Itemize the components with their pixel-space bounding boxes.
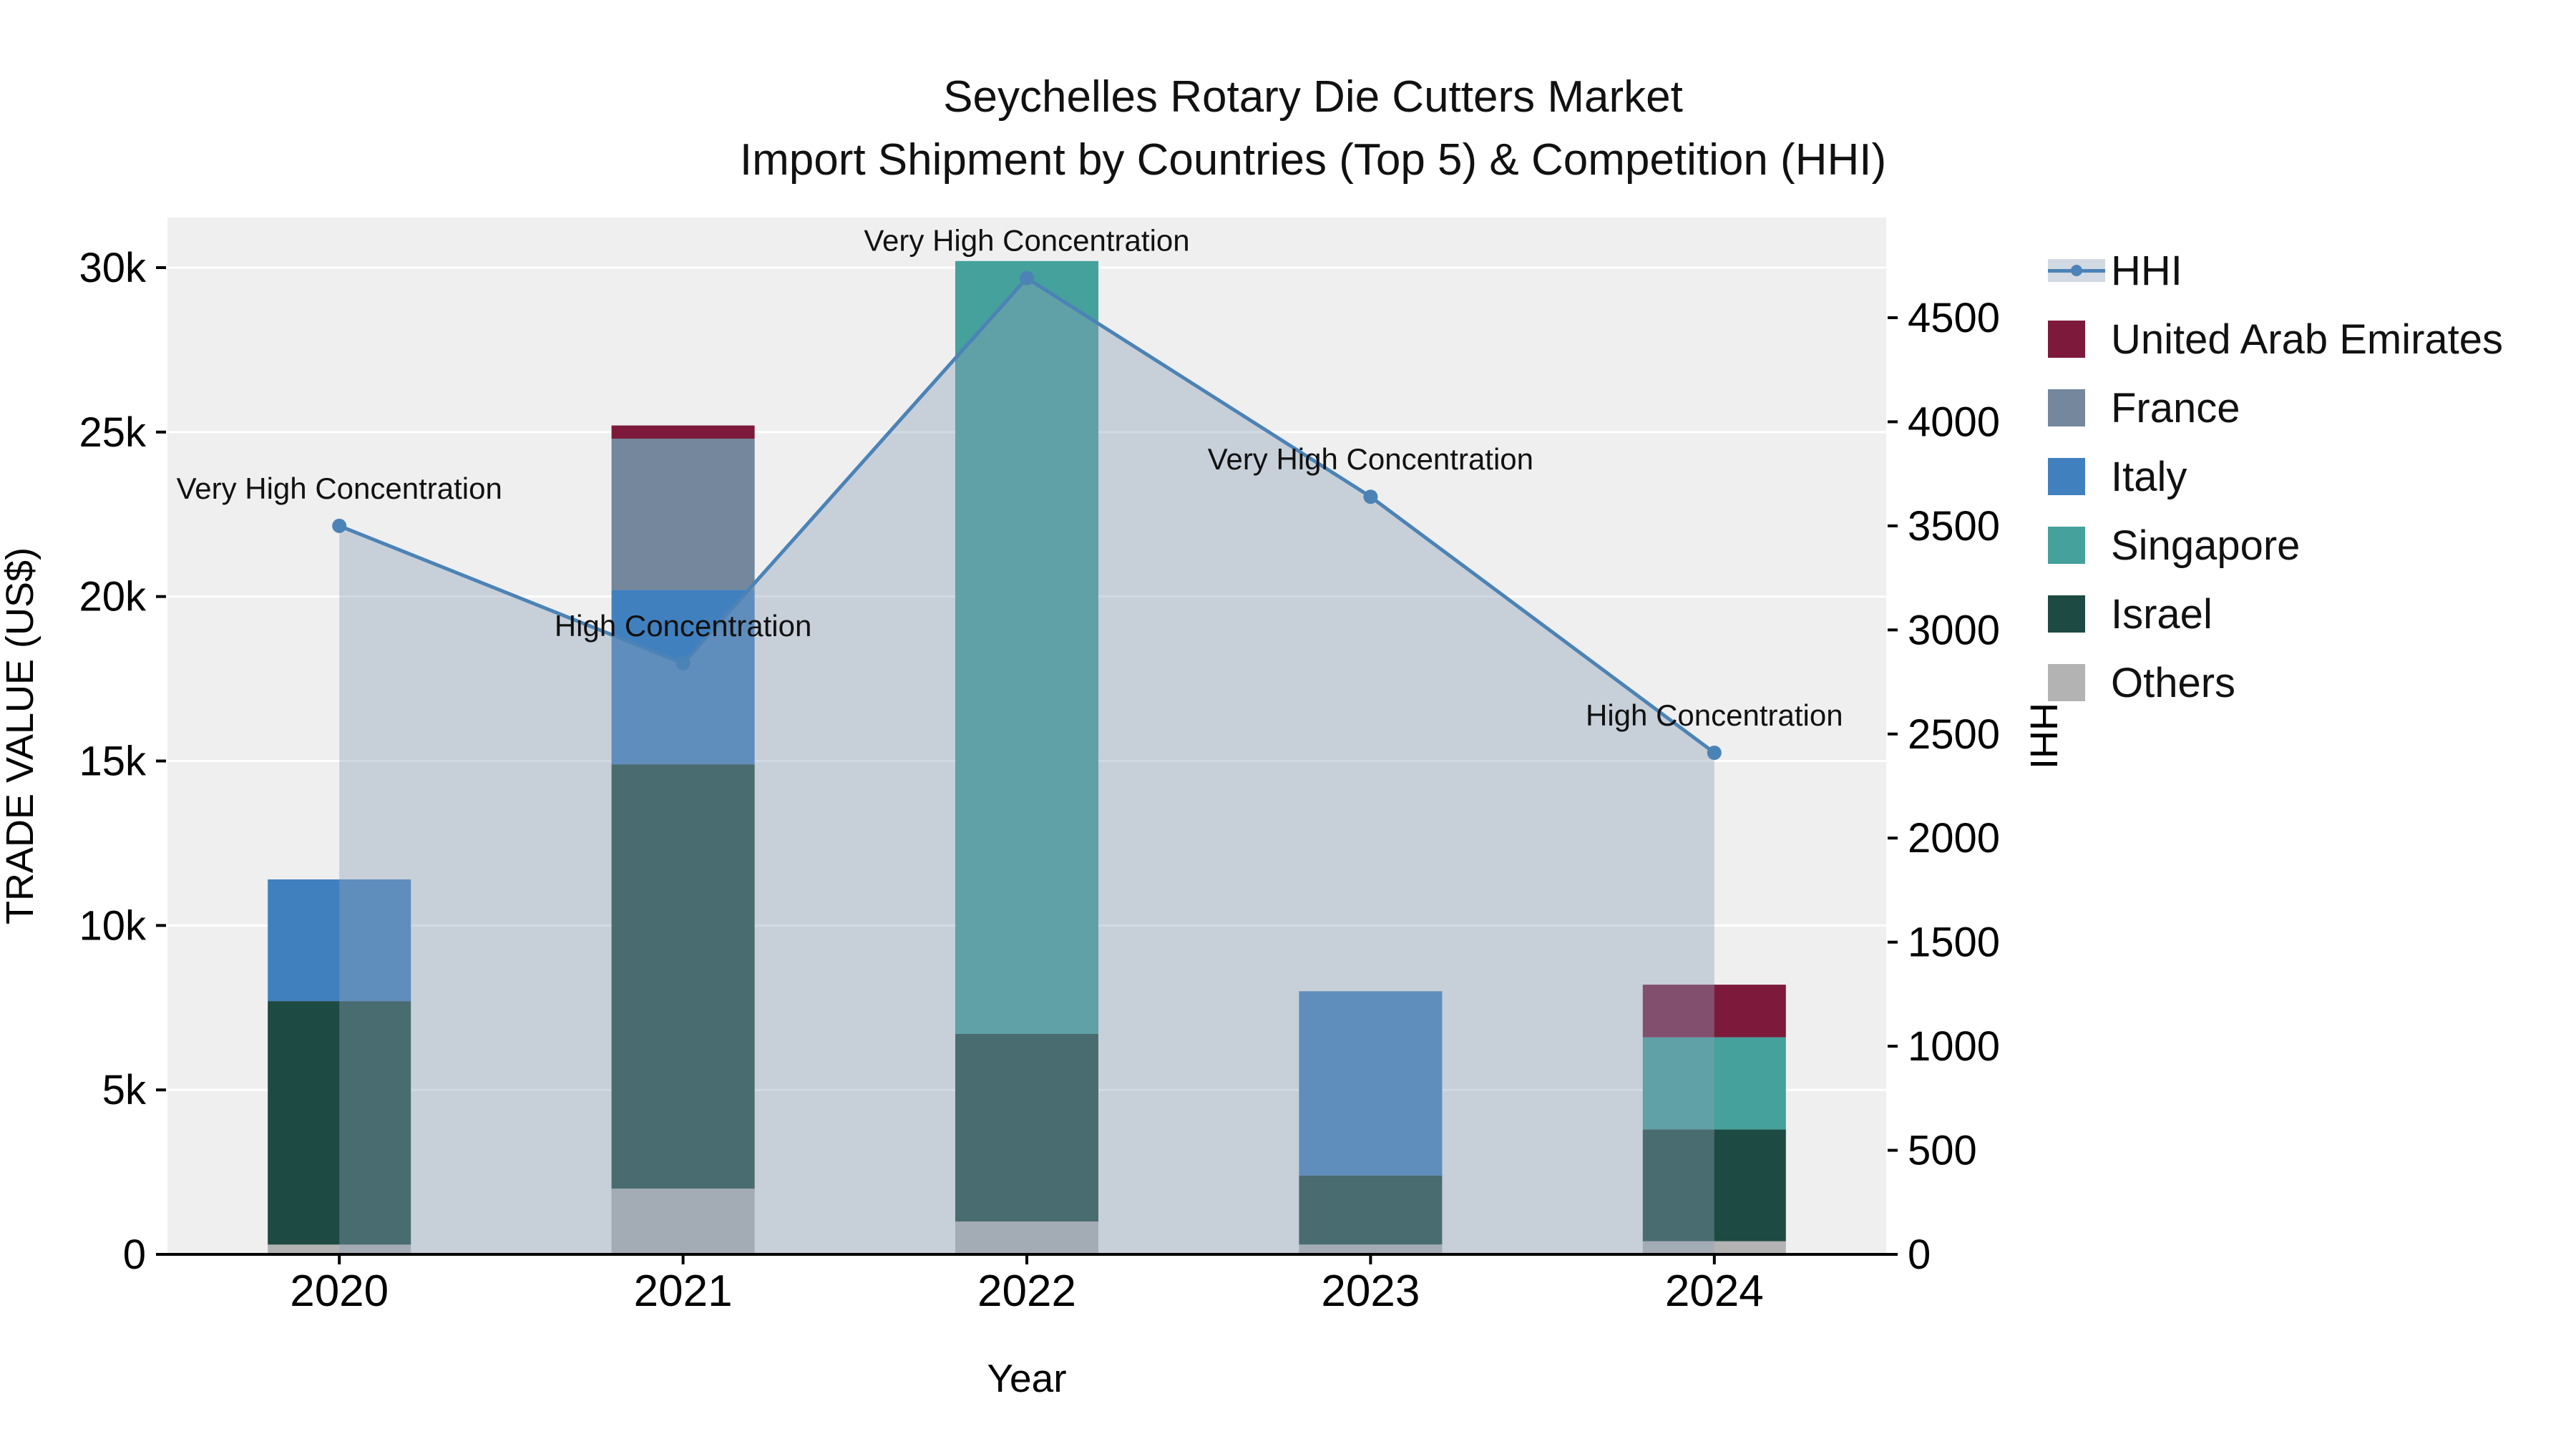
legend-swatch bbox=[2048, 389, 2085, 426]
y-axis-left: 0 5k 10k 15k 20k 25k 30k bbox=[79, 245, 166, 1278]
bar-segment-israel bbox=[611, 764, 755, 1189]
x-tick-label: 2023 bbox=[1321, 1267, 1420, 1316]
bar-segment-united-arab-emirates bbox=[1642, 985, 1786, 1038]
legend-label: Others bbox=[2111, 659, 2236, 706]
y-right-tick-label: 1500 bbox=[1908, 919, 2000, 966]
y-left-tick-label: 15k bbox=[79, 738, 147, 785]
legend-label: Singapore bbox=[2111, 522, 2301, 569]
hhi-marker bbox=[1707, 746, 1722, 760]
x-tick-label: 2021 bbox=[634, 1267, 733, 1316]
legend-label: HHI bbox=[2111, 247, 2182, 294]
bar-segment-italy bbox=[1299, 991, 1443, 1176]
hhi-marker bbox=[1363, 489, 1378, 504]
y-right-tick-label: 0 bbox=[1908, 1231, 1931, 1278]
y-left-tick-label: 10k bbox=[79, 902, 147, 949]
x-tick-label: 2024 bbox=[1665, 1267, 1764, 1316]
hhi-annotation: Very High Concentration bbox=[1208, 442, 1533, 476]
bar-segment-united-arab-emirates bbox=[611, 425, 755, 439]
legend-item-others: Others bbox=[2048, 648, 2503, 717]
y-left-tick-label: 25k bbox=[79, 409, 147, 456]
y-right-tick-label: 4500 bbox=[1908, 295, 2000, 341]
hhi-annotations: Very High Concentration High Concentratio… bbox=[177, 224, 1843, 732]
legend-swatch bbox=[2048, 595, 2085, 633]
chart-title-line2: Import Shipment by Countries (Top 5) & C… bbox=[739, 135, 1887, 185]
bar-segment-israel bbox=[955, 1034, 1098, 1221]
y-right-tick-label: 4000 bbox=[1908, 399, 2000, 445]
y-right-tick-label: 2500 bbox=[1908, 711, 2000, 758]
chart-title-line1: Seychelles Rotary Die Cutters Market bbox=[943, 72, 1683, 122]
bar-segment-singapore bbox=[1642, 1037, 1786, 1130]
bar-segment-others bbox=[955, 1221, 1098, 1254]
y-left-tick-label: 5k bbox=[102, 1067, 147, 1113]
legend-label: United Arab Emirates bbox=[2111, 316, 2504, 363]
bar-segment-italy bbox=[268, 879, 411, 1002]
bar-segment-italy bbox=[611, 590, 755, 765]
bar-segment-france bbox=[611, 439, 755, 590]
y-right-tick-label: 500 bbox=[1908, 1128, 1977, 1174]
x-axis-title: Year bbox=[987, 1356, 1066, 1400]
bar-segment-israel bbox=[268, 1001, 411, 1245]
y-left-tick-label: 30k bbox=[79, 245, 147, 291]
hhi-annotation: Very High Concentration bbox=[177, 472, 502, 505]
hhi-marker bbox=[675, 655, 691, 670]
x-tick-label: 2022 bbox=[977, 1267, 1076, 1316]
y-right-tick-label: 3500 bbox=[1908, 503, 2000, 550]
legend-label: France bbox=[2111, 384, 2240, 431]
legend-item-israel: Israel bbox=[2048, 580, 2503, 648]
y-axis-title-left: TRADE VALUE (US$) bbox=[0, 547, 42, 924]
legend-item-france: France bbox=[2048, 374, 2503, 442]
hhi-annotation: High Concentration bbox=[1586, 698, 1843, 732]
y-right-tick-label: 3000 bbox=[1908, 607, 2000, 653]
legend: HHI United Arab Emirates France Italy Singap… bbox=[2048, 236, 2503, 717]
hhi-area bbox=[339, 278, 1714, 1255]
legend-swatch bbox=[2048, 527, 2085, 564]
legend-label: Israel bbox=[2111, 590, 2212, 638]
chart-title: Seychelles Rotary Die Cutters Market Imp… bbox=[50, 66, 2576, 192]
bar-segment-others bbox=[611, 1189, 755, 1254]
bar-segment-israel bbox=[1299, 1175, 1443, 1245]
hhi-marker bbox=[332, 518, 347, 533]
legend-swatch bbox=[2048, 458, 2085, 495]
legend-item-singapore: Singapore bbox=[2048, 511, 2503, 580]
y-right-tick-label: 2000 bbox=[1908, 815, 2000, 862]
y-axis-title-right: HHI bbox=[2022, 703, 2065, 769]
legend-swatch bbox=[2048, 664, 2085, 701]
y-left-tick-label: 0 bbox=[123, 1231, 146, 1278]
legend-swatch bbox=[2048, 321, 2085, 358]
hhi-line-symbol bbox=[2048, 255, 2105, 286]
bar-segment-israel bbox=[1642, 1129, 1786, 1241]
hhi-annotation: High Concentration bbox=[555, 609, 812, 643]
y-left-tick-label: 20k bbox=[79, 574, 147, 620]
legend-item-italy: Italy bbox=[2048, 442, 2503, 511]
y-right-tick-label: 1000 bbox=[1908, 1023, 2000, 1070]
legend-item-united-arab-emirates: United Arab Emirates bbox=[2048, 305, 2503, 374]
x-tick-label: 2020 bbox=[290, 1267, 389, 1316]
bar-segment-singapore bbox=[955, 260, 1098, 1034]
bar-segment-others bbox=[268, 1244, 411, 1254]
bars bbox=[268, 260, 1786, 1254]
bar-segment-others bbox=[1642, 1241, 1786, 1254]
legend-label: Italy bbox=[2111, 453, 2187, 500]
y-axis-right: 0 500 1000 1500 2000 2500 3000 3500 4000 4500 bbox=[1888, 295, 2000, 1278]
bar-segment-others bbox=[1299, 1244, 1443, 1254]
hhi-annotation: Very High Concentration bbox=[864, 224, 1189, 258]
hhi-marker bbox=[1020, 270, 1034, 286]
x-axis: 2020 2021 2022 2023 2024 bbox=[290, 1254, 1764, 1316]
legend-item-hhi: HHI bbox=[2048, 236, 2503, 305]
